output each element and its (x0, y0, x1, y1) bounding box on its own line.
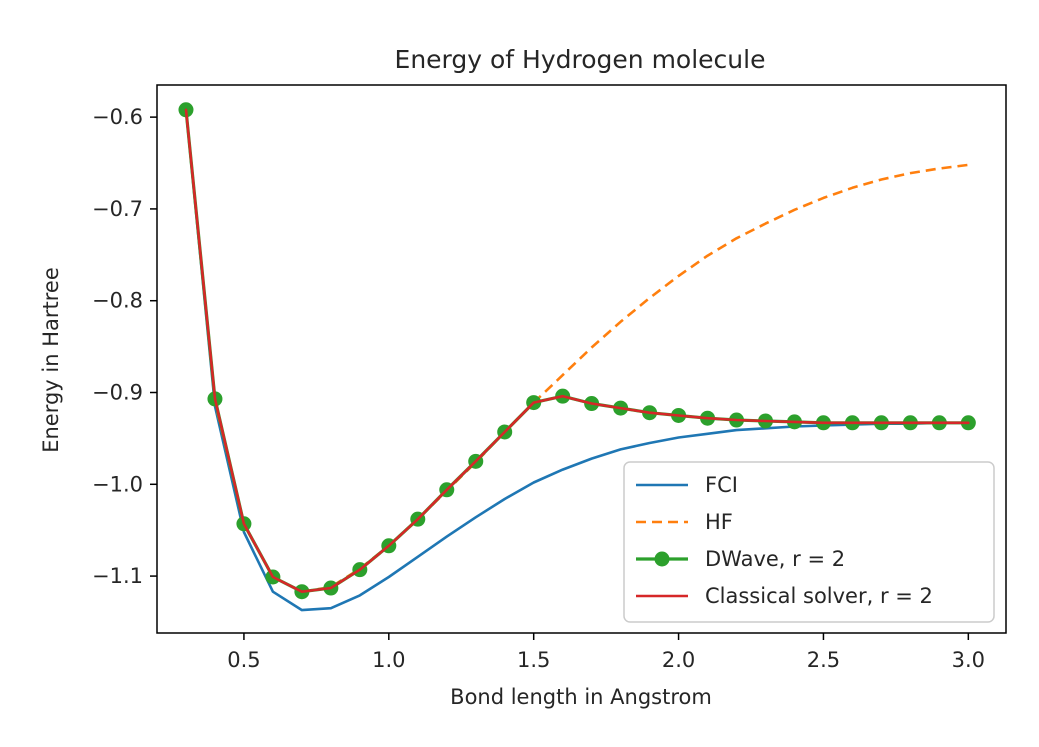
series-line-1 (184, 109, 969, 594)
legend-label: FCI (705, 473, 738, 497)
x-axis: 0.5 1.0 1.5 2.0 2.5 3.0 (227, 633, 985, 672)
legend-marker (654, 551, 670, 567)
y-tick-label: −0.6 (92, 105, 143, 129)
x-tick-label: 0.5 (227, 648, 260, 672)
x-tick-label: 3.0 (952, 648, 985, 672)
y-tick-label: −0.7 (92, 197, 143, 221)
legend-label: DWave, r = 2 (705, 547, 845, 571)
x-tick-label: 2.0 (662, 648, 695, 672)
x-tick-label: 1.5 (517, 648, 550, 672)
chart-title: Energy of Hydrogen molecule (395, 45, 766, 74)
series-layer (178, 102, 976, 612)
x-tick-label: 2.5 (807, 648, 840, 672)
y-tick-label: −1.0 (92, 472, 143, 496)
legend-box (623, 461, 995, 623)
y-tick-label: −0.8 (92, 289, 143, 313)
legend-label: HF (705, 510, 733, 534)
y-axis-label: Energy in Hartree (39, 267, 63, 453)
series-line-0 (184, 108, 970, 612)
y-axis: −0.6 −0.7 −0.8 −0.9 −1.0 −1.1 (92, 105, 157, 588)
series-line-3 (184, 108, 970, 594)
legend-entries: FCI HF DWave, r = 2 Classical solver, r = 2 (636, 473, 933, 608)
legend: FCI HF DWave, r = 2 Classical solver, r = 2 (623, 461, 995, 623)
y-tick-label: −0.9 (92, 381, 143, 405)
y-tick-label: −1.1 (92, 564, 143, 588)
legend-label: Classical solver, r = 2 (705, 584, 933, 608)
plot-frame (156, 84, 1007, 634)
x-axis-label: Bond length in Angstrom (450, 685, 712, 709)
x-tick-label: 1.0 (372, 648, 405, 672)
